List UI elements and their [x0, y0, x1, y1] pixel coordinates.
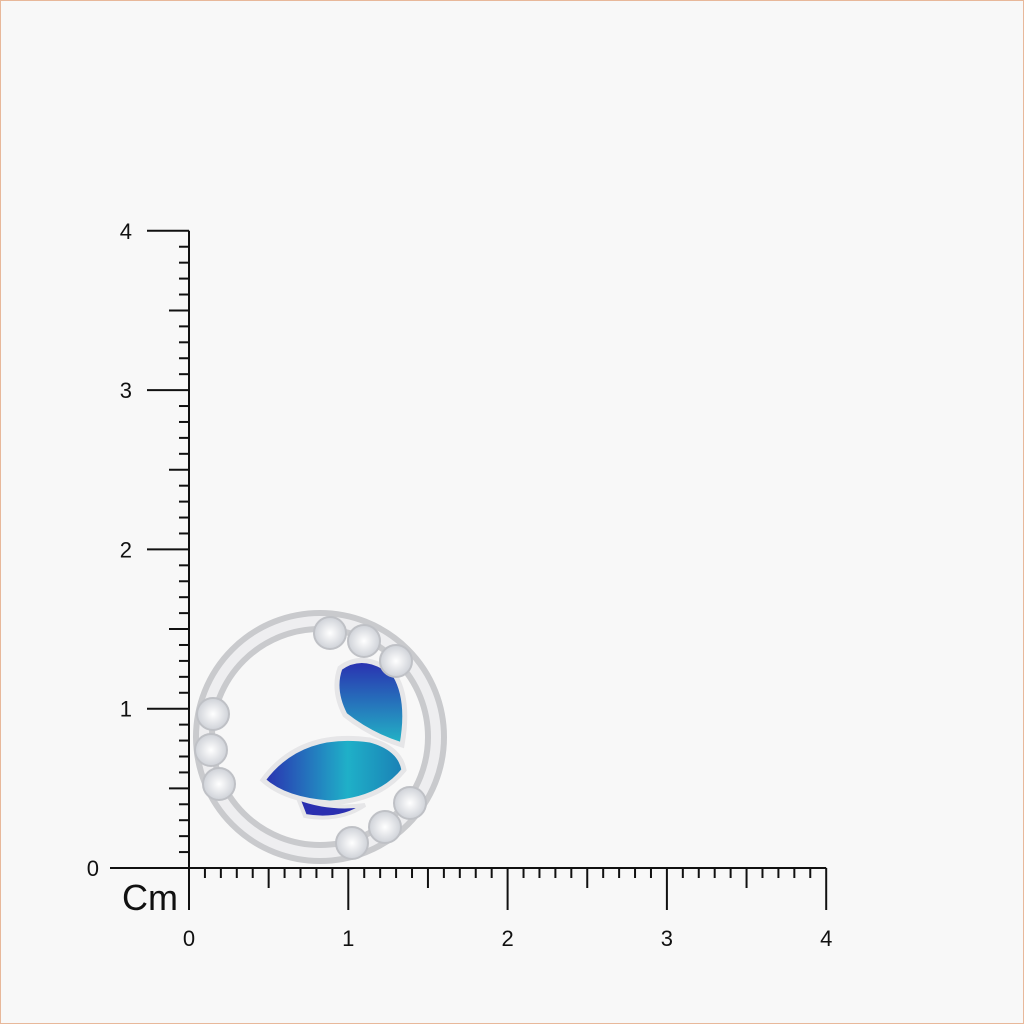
x-tick-label: 0	[183, 926, 195, 951]
y-tick-label: 3	[120, 378, 132, 403]
unit-label: Cm	[122, 877, 178, 918]
earring	[193, 610, 447, 864]
ruler: 0 1 2 3 4 0 1 2 3 4 Cm	[87, 219, 833, 951]
x-tick-label: 1	[342, 926, 354, 951]
clear-stone	[202, 767, 236, 801]
clear-stone	[313, 616, 347, 650]
clear-stone	[194, 733, 228, 767]
stones	[194, 616, 427, 860]
clear-stone	[379, 644, 413, 678]
y-tick-label: 0	[87, 856, 99, 881]
enamel-leaf-top	[334, 657, 408, 749]
x-tick-label: 4	[820, 926, 832, 951]
enamel-leaf-bottom	[294, 794, 367, 820]
clear-stone	[368, 810, 402, 844]
clear-stone	[347, 624, 381, 658]
clear-stone	[335, 826, 369, 860]
y-tick-label: 2	[120, 537, 132, 562]
enamel-leaf-middle	[259, 735, 407, 806]
x-tick-label: 2	[501, 926, 513, 951]
clear-stone	[196, 697, 230, 731]
x-tick-label: 3	[661, 926, 673, 951]
y-tick-label: 1	[120, 697, 132, 722]
clear-stone	[393, 786, 427, 820]
y-tick-label: 4	[120, 219, 132, 244]
